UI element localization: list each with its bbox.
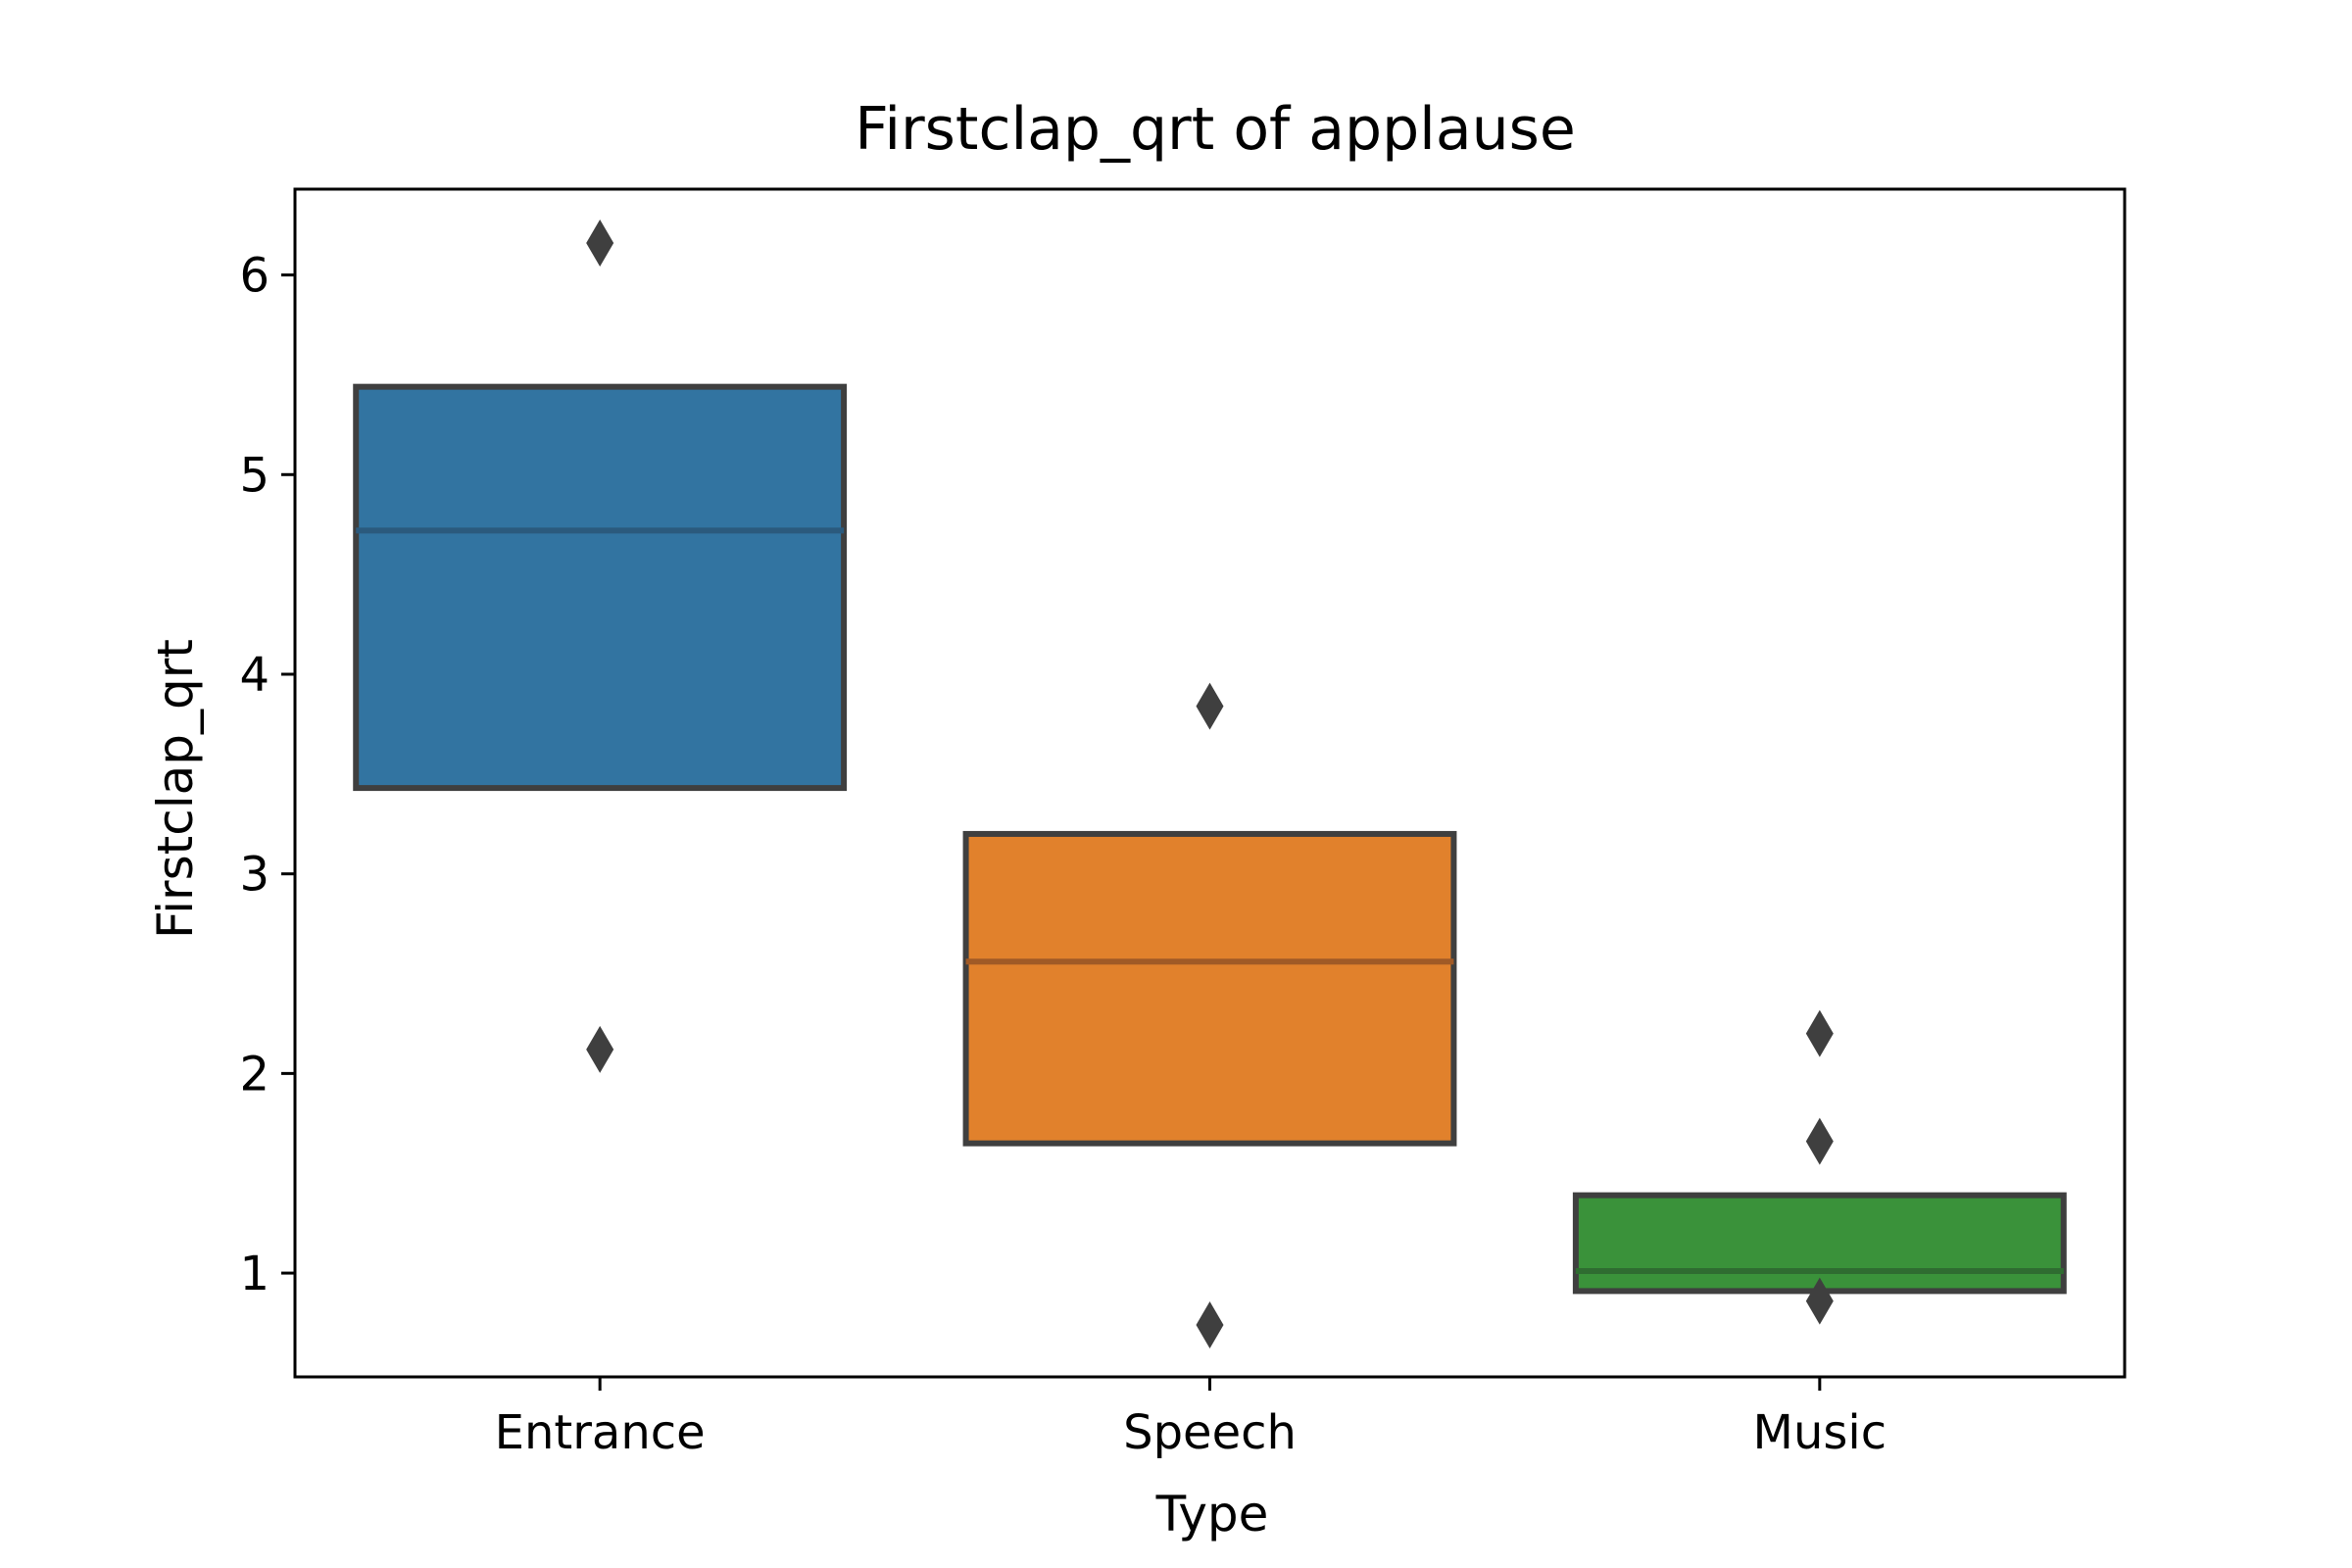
x-axis-label: Type (1155, 1486, 1269, 1543)
y-axis: 1 2 3 4 5 6 (239, 249, 295, 1301)
x-tick-label-speech: Speech (1123, 1405, 1297, 1460)
x-tick-label-entrance: Entrance (495, 1405, 706, 1460)
box-speech (962, 830, 1457, 1147)
outlier-point-entrance-1 (586, 219, 614, 267)
outlier-point-speech-2 (1196, 1301, 1224, 1349)
y-tick-label: 4 (239, 648, 270, 703)
y-axis-label: Firstclap_qrt (147, 639, 204, 939)
box-music (1572, 1192, 2067, 1295)
outlier-point-speech-1 (1196, 682, 1224, 730)
box-entrance (353, 383, 848, 792)
x-tick-label-music: Music (1753, 1405, 1887, 1460)
y-tick-label: 6 (239, 249, 270, 304)
y-tick-label: 3 (239, 848, 270, 903)
outliers-layer (586, 219, 1834, 1349)
outlier-point-entrance-2 (586, 1025, 614, 1073)
x-axis: Entrance Speech Music (495, 1377, 1886, 1460)
outlier-point-music-1 (1805, 1009, 1834, 1057)
boxes-layer (353, 383, 2067, 1295)
y-tick-label: 5 (239, 448, 270, 503)
outlier-point-music-3 (1805, 1277, 1834, 1325)
y-tick-label: 1 (239, 1247, 270, 1301)
outlier-point-music-2 (1805, 1117, 1834, 1165)
chart-title: Firstclap_qrt of applause (855, 95, 1576, 164)
y-tick-label: 2 (239, 1047, 270, 1102)
